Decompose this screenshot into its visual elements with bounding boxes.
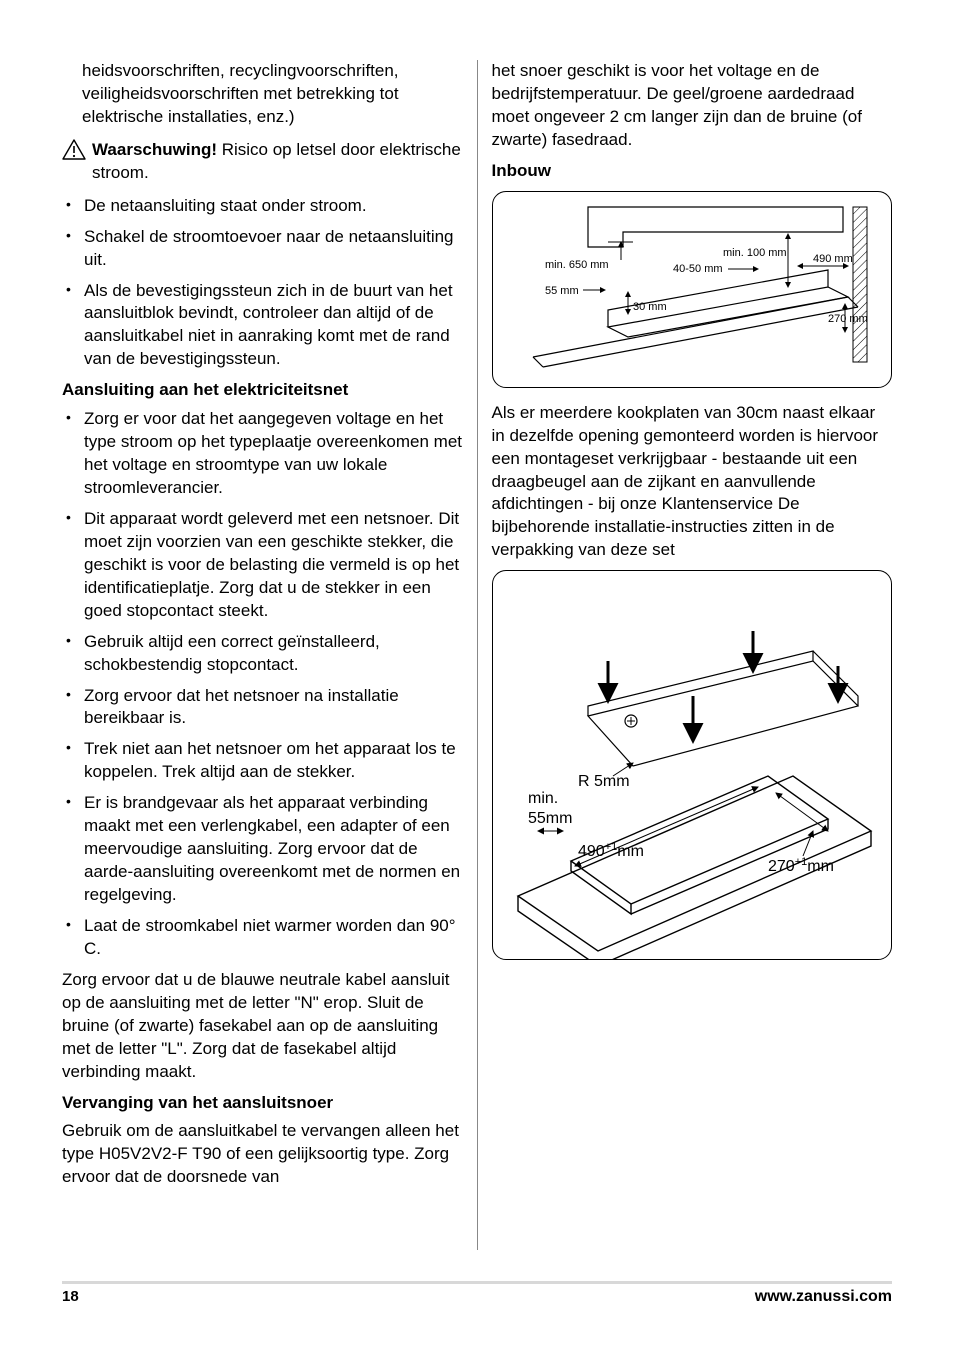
multi-hob-paragraph: Als er meerdere kookplaten van 30cm naas… bbox=[492, 402, 893, 563]
label-490p1: 490 bbox=[578, 843, 605, 860]
footer-url: www.zanussi.com bbox=[755, 1286, 892, 1308]
page-number: 18 bbox=[62, 1287, 79, 1307]
page-footer: 18 www.zanussi.com bbox=[62, 1281, 892, 1308]
list-item: Dit apparaat wordt geleverd met een nets… bbox=[62, 508, 463, 623]
list-item: Gebruik altijd een correct geïnstalleerd… bbox=[62, 631, 463, 677]
svg-text:270+1mm: 270+1mm bbox=[768, 856, 834, 875]
label-min: min. bbox=[528, 790, 558, 807]
list-item: Trek niet aan het netsnoer om het appara… bbox=[62, 738, 463, 784]
figure-cutout: R 5mm min. 55mm bbox=[492, 570, 893, 960]
list-item: Er is brandgevaar als het apparaat verbi… bbox=[62, 792, 463, 907]
top-right-paragraph: het snoer geschikt is voor het voltage e… bbox=[492, 60, 893, 152]
label-4050: 40-50 mm bbox=[673, 263, 723, 275]
right-column: het snoer geschikt is voor het voltage e… bbox=[478, 60, 893, 1250]
label-sup1b: +1 bbox=[794, 856, 807, 868]
warning-bold: Waarschuwing! bbox=[92, 140, 217, 159]
label-270: 270 mm bbox=[828, 313, 868, 325]
heading-inbouw: Inbouw bbox=[492, 160, 893, 183]
list-item: Laat de stroomkabel niet warmer worden d… bbox=[62, 915, 463, 961]
label-490: 490 mm bbox=[813, 253, 853, 265]
neutral-paragraph: Zorg ervoor dat u de blauwe neutrale kab… bbox=[62, 969, 463, 1084]
label-min650: min. 650 mm bbox=[545, 259, 609, 271]
bullet-list-2: Zorg er voor dat het aangegeven voltage … bbox=[62, 408, 463, 961]
list-item: De netaansluiting staat onder stroom. bbox=[62, 195, 463, 218]
warning-icon bbox=[62, 139, 92, 168]
label-min100: min. 100 mm bbox=[723, 247, 787, 259]
heading-replacement: Vervanging van het aansluitsnoer bbox=[62, 1092, 463, 1115]
label-270p1: 270 bbox=[768, 858, 795, 875]
replacement-paragraph: Gebruik om de aansluitkabel te vervangen… bbox=[62, 1120, 463, 1189]
list-item: Zorg ervoor dat het netsnoer na installa… bbox=[62, 685, 463, 731]
label-mm1: mm bbox=[617, 843, 644, 860]
label-55mm: 55mm bbox=[528, 810, 572, 827]
label-55: 55 mm bbox=[545, 285, 579, 297]
left-column: heidsvoorschriften, recyclingvoorschrift… bbox=[62, 60, 478, 1250]
label-r5: R 5mm bbox=[578, 773, 630, 790]
intro-continuation: heidsvoorschriften, recyclingvoorschrift… bbox=[62, 60, 463, 129]
svg-text:490+1mm: 490+1mm bbox=[578, 841, 644, 860]
two-column-layout: heidsvoorschriften, recyclingvoorschrift… bbox=[62, 60, 892, 1250]
heading-connection: Aansluiting aan het elektriciteitsnet bbox=[62, 379, 463, 402]
list-item: Schakel de stroomtoevoer naar de netaans… bbox=[62, 226, 463, 272]
warning-text: Waarschuwing! Risico op letsel door elek… bbox=[92, 139, 463, 185]
bullet-list-1: De netaansluiting staat onder stroom. Sc… bbox=[62, 195, 463, 372]
list-item: Zorg er voor dat het aangegeven voltage … bbox=[62, 408, 463, 500]
list-item: Als de bevestigingssteun zich in de buur… bbox=[62, 280, 463, 372]
label-sup1a: +1 bbox=[604, 841, 617, 853]
label-mm2: mm bbox=[807, 858, 834, 875]
figure-clearances: min. 650 mm min. 100 mm 40-50 mm 490 mm … bbox=[492, 191, 893, 388]
warning-block: Waarschuwing! Risico op letsel door elek… bbox=[62, 139, 463, 185]
